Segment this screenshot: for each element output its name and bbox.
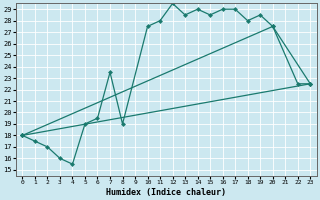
X-axis label: Humidex (Indice chaleur): Humidex (Indice chaleur)	[106, 188, 226, 197]
